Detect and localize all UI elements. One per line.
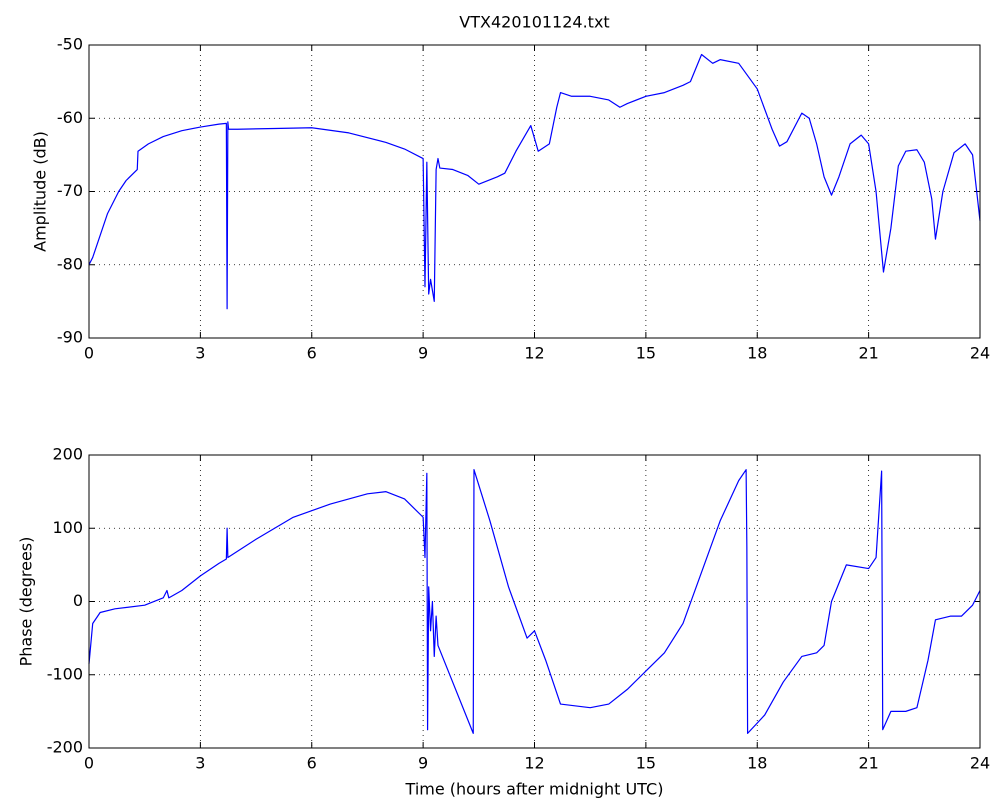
y-tick-label: 0 bbox=[73, 591, 83, 610]
y-tick-label: -60 bbox=[57, 108, 83, 127]
y-tick-label: -200 bbox=[47, 738, 83, 757]
x-tick-label: 21 bbox=[858, 344, 878, 363]
x-tick-label: 24 bbox=[970, 754, 990, 773]
x-tick-label: 12 bbox=[524, 754, 544, 773]
x-tick-label: 18 bbox=[747, 344, 767, 363]
x-tick-label: 15 bbox=[636, 754, 656, 773]
y-tick-label: 200 bbox=[52, 445, 83, 464]
y-axis-label: Phase (degrees) bbox=[17, 537, 36, 667]
axes-frame bbox=[88, 454, 981, 749]
x-tick-label: 3 bbox=[195, 754, 205, 773]
y-tick-label: -100 bbox=[47, 664, 83, 683]
chart-title: VTX420101124.txt bbox=[459, 13, 609, 32]
y-tick-label: -70 bbox=[57, 181, 83, 200]
x-tick-label: 21 bbox=[858, 754, 878, 773]
x-tick-label: 24 bbox=[970, 344, 990, 363]
y-tick-label: 100 bbox=[52, 518, 83, 537]
data-line bbox=[88, 469, 981, 734]
axes-frame bbox=[88, 44, 981, 339]
y-tick-label: -50 bbox=[57, 35, 83, 54]
data-line bbox=[88, 53, 981, 310]
x-axis-label: Time (hours after midnight UTC) bbox=[405, 780, 664, 799]
x-tick-label: 0 bbox=[84, 754, 94, 773]
x-tick-label: 9 bbox=[418, 344, 428, 363]
x-tick-label: 9 bbox=[418, 754, 428, 773]
y-tick-label: -90 bbox=[57, 328, 83, 347]
x-tick-label: 3 bbox=[195, 344, 205, 363]
x-tick-label: 0 bbox=[84, 344, 94, 363]
x-tick-label: 12 bbox=[524, 344, 544, 363]
y-tick-label: -80 bbox=[57, 254, 83, 273]
x-tick-label: 15 bbox=[636, 344, 656, 363]
x-tick-label: 18 bbox=[747, 754, 767, 773]
x-tick-label: 6 bbox=[307, 344, 317, 363]
y-axis-label: Amplitude (dB) bbox=[31, 131, 50, 252]
x-tick-label: 6 bbox=[307, 754, 317, 773]
